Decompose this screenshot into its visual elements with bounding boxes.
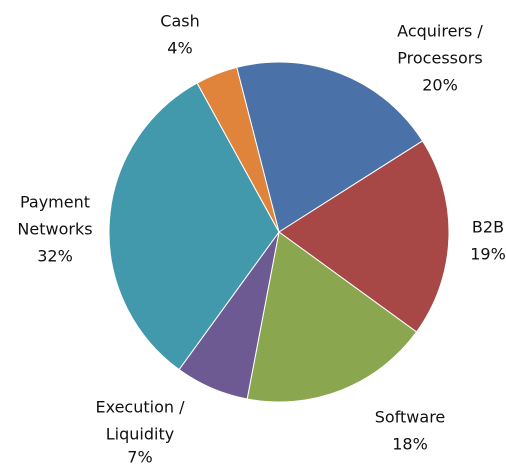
slice-label: Execution / bbox=[96, 398, 186, 417]
pie-slice bbox=[236, 61, 424, 233]
slice-label: B2B bbox=[472, 218, 504, 237]
pie-slice bbox=[246, 231, 418, 403]
value-label: 18% bbox=[392, 435, 428, 454]
pie-slice bbox=[278, 140, 450, 333]
pie-slice bbox=[196, 66, 280, 233]
slice-label: Acquirers / bbox=[397, 22, 483, 41]
slice-label: Software bbox=[375, 408, 446, 427]
value-label: 19% bbox=[470, 245, 506, 264]
value-label: 32% bbox=[37, 247, 73, 266]
pie-slice bbox=[108, 82, 280, 371]
slice-label: Cash bbox=[160, 12, 199, 31]
slice-label: Liquidity bbox=[106, 425, 174, 444]
value-label: 4% bbox=[167, 39, 192, 58]
slice-label: Networks bbox=[17, 220, 92, 239]
value-label: 7% bbox=[127, 448, 152, 467]
slice-label: Processors bbox=[397, 49, 482, 68]
slice-label: Payment bbox=[20, 193, 90, 212]
value-label: 20% bbox=[422, 76, 458, 95]
